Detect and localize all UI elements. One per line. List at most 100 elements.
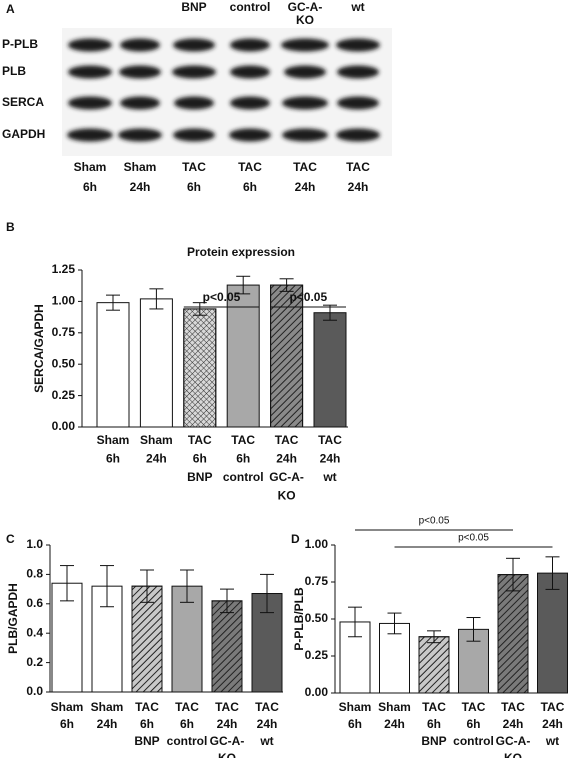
blot-lane-label: 6h [83, 180, 97, 194]
blot-band [281, 38, 329, 52]
blot-treatment-label: wt [350, 0, 364, 14]
blot-band [337, 96, 379, 110]
y-tick-label: 0.4 [26, 625, 43, 639]
bar [379, 622, 410, 694]
x-tick-label: 6h [180, 717, 194, 731]
bar [139, 298, 173, 428]
x-tick-label: TAC [501, 700, 525, 714]
x-tick-label: 24h [97, 717, 118, 731]
x-tick-label: Sham [51, 700, 84, 714]
x-tick-label: 24h [542, 717, 563, 731]
x-tick-label: TAC [215, 700, 239, 714]
x-tick-label: 24h [217, 717, 238, 731]
y-tick-label: 1.00 [305, 537, 329, 551]
blot-row-label: GAPDH [2, 127, 45, 141]
y-tick-label: 0.00 [305, 685, 329, 699]
significance-label: p<0.05 [419, 516, 450, 527]
y-tick-label: 0.50 [52, 356, 76, 370]
x-tick-label: 6h [427, 717, 441, 731]
bar-hatch [497, 574, 529, 694]
blot-lane-label: Sham [124, 160, 157, 174]
x-tick-label: 24h [503, 717, 524, 731]
bar-hatch [131, 585, 163, 693]
y-tick-label: 0.50 [305, 611, 329, 625]
blot-band [230, 65, 270, 79]
blot-band [336, 128, 380, 142]
bar [226, 284, 260, 428]
x-tick-label: 6h [140, 717, 154, 731]
y-axis-label: P-PLB/PLB [292, 587, 306, 651]
bar [171, 585, 203, 693]
y-tick-label: 0.25 [305, 648, 329, 662]
blot-band [229, 128, 271, 142]
blot-lane-label: 24h [130, 180, 151, 194]
x-tick-label: 24h [384, 717, 405, 731]
blot-band [118, 128, 162, 142]
y-tick-label: 0.75 [52, 325, 76, 339]
blot-band [68, 96, 112, 110]
blot-lane-label: TAC [182, 160, 206, 174]
y-tick-label: 1.00 [52, 294, 76, 308]
blot-band [282, 96, 328, 110]
x-tick-label: 6h [236, 452, 250, 466]
blot-band [67, 128, 113, 142]
x-tick-label: wt [545, 734, 559, 748]
x-tick-label: GC-A- [269, 470, 304, 484]
x-tick-label: BNP [187, 470, 212, 484]
x-tick-label: KO [504, 751, 522, 758]
x-tick-label: 24h [257, 717, 278, 731]
y-axis-label: PLB/GAPDH [6, 583, 20, 654]
bar-hatch [183, 308, 217, 428]
blot-band [284, 65, 326, 79]
y-tick-label: 0.0 [26, 684, 43, 698]
blot-lane-label: TAC [346, 160, 370, 174]
x-tick-label: GC-A- [210, 734, 245, 748]
x-tick-label: TAC [275, 433, 299, 447]
blot-lane-label: 24h [348, 180, 369, 194]
x-tick-label: TAC [541, 700, 565, 714]
x-tick-label: wt [259, 734, 273, 748]
x-tick-label: control [167, 734, 208, 748]
panel-label: D [291, 532, 300, 546]
x-tick-label: 24h [320, 452, 341, 466]
x-tick-label: KO [218, 751, 236, 758]
x-tick-label: TAC [318, 433, 342, 447]
blot-lane-label: TAC [293, 160, 317, 174]
y-tick-label: 0.25 [52, 388, 76, 402]
x-tick-label: Sham [378, 700, 411, 714]
x-tick-label: Sham [91, 700, 124, 714]
x-tick-label: TAC [255, 700, 279, 714]
blot-lane-label: Sham [74, 160, 107, 174]
bar-hatch [418, 636, 450, 694]
x-tick-label: 6h [106, 452, 120, 466]
x-tick-label: Sham [339, 700, 372, 714]
y-tick-label: 0.2 [26, 655, 43, 669]
blot-treatment-label: GC-A- [288, 0, 323, 14]
blot-row-label: P-PLB [2, 37, 38, 51]
blot-band [173, 128, 215, 142]
y-tick-label: 1.0 [26, 537, 43, 551]
blot-band [119, 65, 161, 79]
blot-band [68, 65, 112, 79]
blot-band [172, 65, 216, 79]
blot-band [282, 128, 328, 142]
blot-band [336, 38, 380, 52]
x-tick-label: 24h [276, 452, 297, 466]
x-tick-label: TAC [231, 433, 255, 447]
x-tick-label: GC-A- [496, 734, 531, 748]
y-axis-label: SERCA/GAPDH [32, 304, 46, 393]
blot-lane-label: 6h [243, 180, 257, 194]
x-tick-label: Sham [97, 433, 130, 447]
x-tick-label: control [223, 470, 264, 484]
panel-label: A [6, 2, 15, 16]
x-tick-label: wt [322, 470, 336, 484]
blot-band [230, 38, 270, 52]
x-tick-label: Sham [140, 433, 173, 447]
bar-hatch [270, 284, 304, 428]
blot-row-label: SERCA [2, 95, 44, 109]
x-tick-label: TAC [462, 700, 486, 714]
x-tick-label: 6h [348, 717, 362, 731]
y-tick-label: 0.6 [26, 596, 43, 610]
x-tick-label: control [453, 734, 494, 748]
